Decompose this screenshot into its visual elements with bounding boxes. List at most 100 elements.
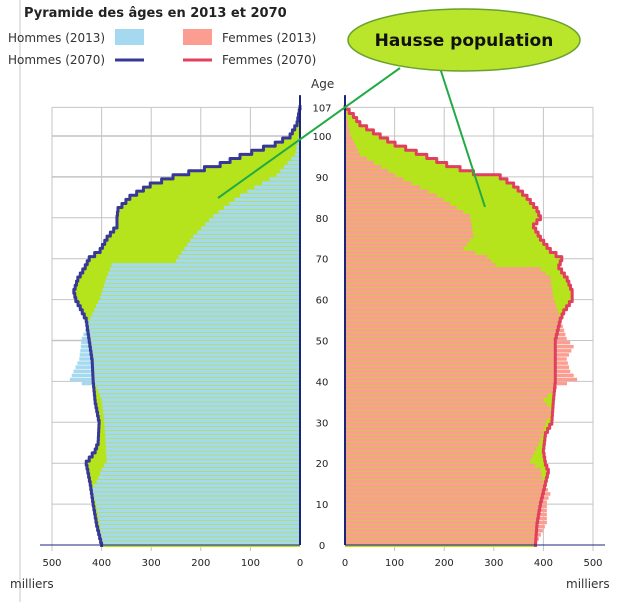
bar-men-2013 xyxy=(83,332,300,337)
bar-men-2013 xyxy=(90,316,300,320)
age-tick-label: 70 xyxy=(316,255,329,266)
bar-men-2013 xyxy=(73,369,300,374)
x-tick-label-right: 300 xyxy=(484,558,503,569)
bar-women-2013 xyxy=(345,541,537,545)
bar-men-2013 xyxy=(296,144,300,149)
bar-men-2013 xyxy=(254,185,300,189)
bar-women-2013 xyxy=(345,369,571,374)
bar-men-2013 xyxy=(295,148,300,153)
bar-men-2013 xyxy=(101,291,300,296)
x-tick-label-right: 200 xyxy=(435,558,454,569)
bar-men-2013 xyxy=(104,430,300,435)
age-tick-label: 20 xyxy=(316,459,329,470)
bar-women-2013 xyxy=(345,471,542,476)
x-tick-label-left: 400 xyxy=(92,558,111,569)
bar-women-2013 xyxy=(345,136,352,140)
x-tick-label-left: 200 xyxy=(191,558,210,569)
bar-women-2013 xyxy=(345,512,547,517)
bar-women-2013 xyxy=(345,128,350,132)
bar-women-2013 xyxy=(345,210,464,214)
chart-title: Pyramide des âges en 2013 et 2070 xyxy=(24,6,287,21)
bar-men-2013 xyxy=(98,389,300,394)
bar-women-2013 xyxy=(345,504,547,508)
bar-men-2013 xyxy=(104,418,300,423)
bar-women-2013 xyxy=(345,479,544,484)
bar-women-2013 xyxy=(345,361,568,365)
bar-women-2013 xyxy=(345,406,551,410)
bar-women-2013 xyxy=(345,255,487,259)
bar-women-2013 xyxy=(345,422,546,427)
bar-women-2013 xyxy=(345,115,348,120)
bar-women-2013 xyxy=(345,500,547,504)
bar-men-2013 xyxy=(79,353,300,357)
bar-women-2013 xyxy=(345,160,374,165)
bar-men-2013 xyxy=(197,230,300,234)
bar-men-2013 xyxy=(97,512,300,517)
bar-men-2013 xyxy=(105,279,300,284)
bar-men-2013 xyxy=(209,218,300,222)
age-tick-label: 100 xyxy=(312,132,331,143)
bar-women-2013 xyxy=(345,242,467,247)
annotation-pointer-right xyxy=(439,67,486,208)
bar-women-2013 xyxy=(345,389,553,394)
bar-women-2013 xyxy=(345,148,358,153)
bar-men-2013 xyxy=(103,283,300,288)
bar-women-2013 xyxy=(345,357,567,361)
bar-men-2013 xyxy=(104,463,300,468)
x-tick-label-left: 300 xyxy=(142,558,161,569)
bar-men-2013 xyxy=(102,406,300,410)
bar-women-2013 xyxy=(345,291,553,296)
bar-women-2013 xyxy=(345,537,539,541)
bar-women-2013 xyxy=(345,214,470,218)
bar-men-2013 xyxy=(90,488,300,492)
bar-women-2013 xyxy=(345,381,567,386)
bar-women-2013 xyxy=(345,430,544,435)
bar-women-2013 xyxy=(345,516,547,521)
bar-men-2013 xyxy=(99,394,301,398)
bar-women-2013 xyxy=(345,189,429,194)
bar-women-2013 xyxy=(345,201,451,206)
bar-men-2013 xyxy=(287,160,300,165)
lines-2070 xyxy=(72,105,574,547)
bar-men-2013 xyxy=(95,500,300,504)
bar-women-2013 xyxy=(345,488,549,492)
bar-men-2013 xyxy=(85,328,300,333)
bar-women-2013 xyxy=(345,398,544,402)
legend-label-men-2013: Hommes (2013) xyxy=(8,31,105,45)
bar-women-2013 xyxy=(345,328,565,333)
bar-men-2013 xyxy=(105,447,300,451)
bar-women-2013 xyxy=(345,295,554,300)
bar-women-2013 xyxy=(345,316,561,320)
bar-men-2013 xyxy=(93,484,300,488)
bar-women-2013 xyxy=(345,520,547,525)
bar-men-2013 xyxy=(262,181,300,185)
bar-women-2013 xyxy=(345,308,558,312)
bar-women-2013 xyxy=(345,279,551,284)
bar-women-2013 xyxy=(345,353,570,357)
bar-women-2013 xyxy=(345,259,492,263)
bar-women-2013 xyxy=(345,463,536,468)
bar-women-2013 xyxy=(345,529,543,533)
x-tick-label-left: 500 xyxy=(42,558,61,569)
bar-women-2013 xyxy=(345,165,382,169)
age-tick-label: 40 xyxy=(316,377,329,388)
age-tick-label: 80 xyxy=(316,214,329,225)
bar-women-2013 xyxy=(345,533,541,537)
bar-men-2013 xyxy=(106,455,300,459)
bar-men-2013 xyxy=(109,267,300,271)
bars-2013 xyxy=(69,107,578,545)
bar-women-2013 xyxy=(345,467,541,472)
age-tick-label: 0 xyxy=(319,541,325,552)
bar-men-2013 xyxy=(99,471,301,476)
bar-women-2013 xyxy=(345,344,574,349)
bar-women-2013 xyxy=(345,492,551,496)
bar-women-2013 xyxy=(345,185,421,189)
bar-men-2013 xyxy=(88,320,300,324)
bar-men-2013 xyxy=(176,259,300,263)
x-tick-label-left: 100 xyxy=(241,558,260,569)
bar-men-2013 xyxy=(297,140,300,144)
bar-men-2013 xyxy=(81,340,300,345)
bar-women-2013 xyxy=(345,197,444,202)
bar-women-2013 xyxy=(345,451,535,455)
legend-label-women-2013: Femmes (2013) xyxy=(222,31,316,45)
